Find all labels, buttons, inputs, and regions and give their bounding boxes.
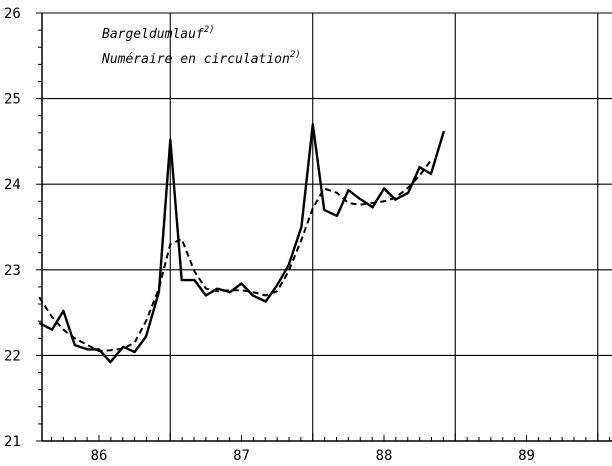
series-group — [38, 123, 446, 364]
legend-entry-german: Bargeldumlauf2) — [102, 25, 215, 42]
series-line-solid — [38, 123, 446, 364]
y-tick-label-24: 24 — [4, 177, 21, 193]
y-tick-label-25: 25 — [4, 92, 21, 108]
y-tick-label-22: 22 — [4, 348, 21, 364]
x-tick-label-87: 87 — [233, 448, 250, 464]
y-tick-label-26: 26 — [4, 6, 21, 22]
y-axis: 21 22 23 24 25 26 — [4, 6, 42, 450]
legend-entry-german-sup: 2) — [204, 25, 215, 35]
series-line-dashed — [38, 159, 432, 353]
x-axis: 86 87 88 89 — [51, 433, 611, 464]
grid-lines — [42, 12, 612, 441]
legend: Bargeldumlauf2) Numéraire en circulation… — [101, 25, 301, 67]
x-tick-label-86: 86 — [91, 448, 108, 464]
axes — [41, 13, 612, 442]
legend-entry-french-text: Numéraire en circulation — [101, 52, 290, 67]
legend-entry-french: Numéraire en circulation2) — [101, 50, 301, 67]
x-tick-label-88: 88 — [376, 448, 393, 464]
y-tick-label-21: 21 — [4, 434, 21, 450]
x-tick-label-89: 89 — [518, 448, 535, 464]
y-tick-label-23: 23 — [4, 263, 21, 279]
legend-entry-german-text: Bargeldumlauf — [102, 27, 204, 42]
legend-entry-french-sup: 2) — [290, 50, 301, 60]
